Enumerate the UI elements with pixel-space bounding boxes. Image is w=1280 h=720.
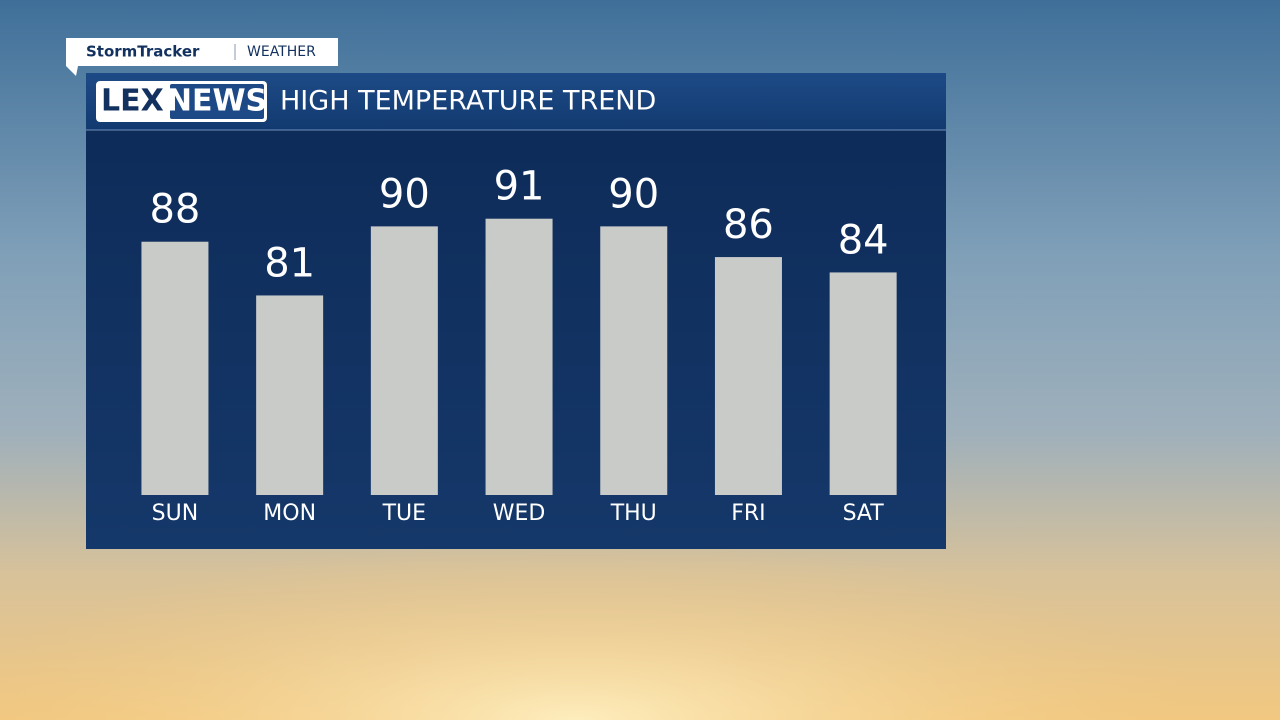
- bar: [600, 226, 668, 495]
- value-label: 88: [149, 187, 200, 233]
- logo-right: NEWS: [167, 84, 267, 119]
- x-tick-label: MON: [263, 501, 316, 526]
- bar: [485, 218, 553, 495]
- x-tick-label: THU: [610, 501, 657, 526]
- tag-brand: StormTracker: [86, 43, 200, 61]
- value-label: 81: [264, 240, 315, 286]
- tag-section: WEATHER: [247, 44, 316, 60]
- value-label: 86: [723, 202, 774, 248]
- value-label: 90: [379, 171, 430, 217]
- value-label: 90: [608, 171, 659, 217]
- bar: [256, 295, 324, 495]
- bar: [141, 241, 209, 495]
- x-tick-label: SAT: [843, 501, 885, 526]
- value-label: 91: [494, 164, 545, 210]
- chart-title: HIGH TEMPERATURE TREND: [280, 86, 656, 117]
- bar: [829, 272, 897, 495]
- logo-block: [170, 84, 264, 119]
- value-label: 84: [838, 217, 889, 263]
- tag-box: [66, 38, 338, 76]
- x-tick-label: SUN: [152, 501, 199, 526]
- bar: [370, 226, 438, 495]
- logo-left: LEX: [101, 84, 164, 119]
- x-tick-label: TUE: [382, 501, 426, 526]
- x-tick-label: WED: [493, 501, 546, 526]
- x-tick-label: FRI: [731, 501, 765, 526]
- bar: [714, 257, 782, 495]
